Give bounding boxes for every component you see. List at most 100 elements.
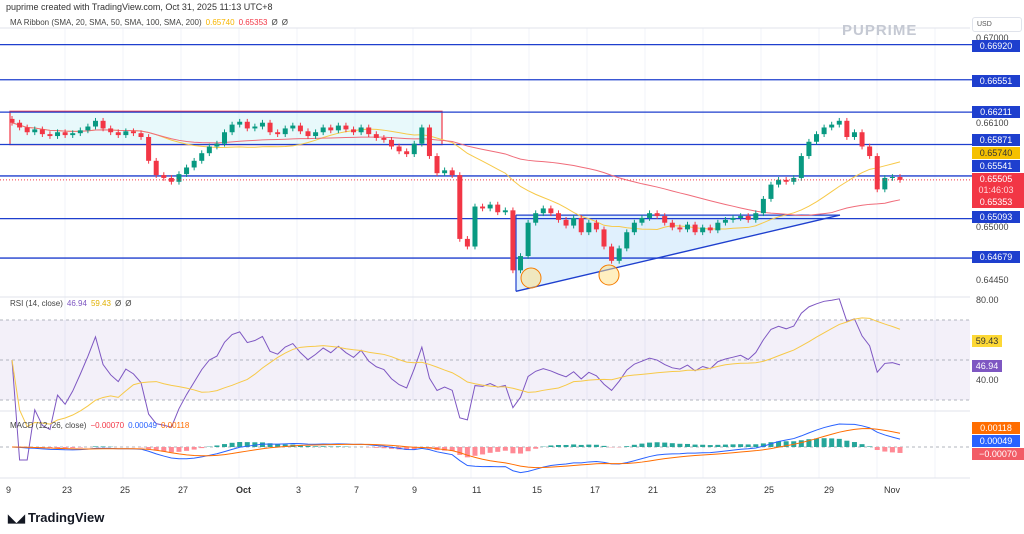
macd-histogram-bar: [267, 443, 273, 447]
macd-histogram-bar: [707, 445, 713, 447]
rsi-ma-line: [11, 317, 901, 428]
candle: [305, 131, 311, 137]
candle: [730, 217, 736, 220]
rsi-tick: 80.00: [976, 295, 999, 305]
macd-histogram-bar: [168, 447, 174, 453]
macd-histogram-bar: [639, 443, 645, 447]
rsi-legend[interactable]: RSI (14, close) 46.94 59.43 Ø Ø: [10, 299, 135, 308]
countdown-label: 01:46:03: [978, 185, 1014, 195]
macd-histogram-bar: [518, 447, 524, 454]
macd-histogram-bar: [776, 441, 782, 447]
macd-histogram-bar: [700, 444, 706, 447]
macd-histogram-bar: [161, 447, 167, 452]
macd-histogram-bar: [472, 447, 478, 456]
level-label: 0.65871: [972, 134, 1020, 146]
macd-histogram-bar: [259, 442, 265, 447]
macd-histogram-bar: [631, 444, 637, 447]
y-tick: 0.64450: [976, 275, 1009, 285]
macd-histogram-bar: [753, 444, 759, 447]
macd-histogram-bar: [798, 440, 804, 447]
x-tick: Oct: [236, 485, 252, 495]
candle: [229, 124, 235, 133]
macd-histogram-bar: [237, 442, 243, 447]
macd-histogram-bar: [738, 444, 744, 447]
macd-histogram-bar: [100, 446, 106, 447]
macd-histogram-bar: [555, 444, 561, 447]
macd-histogram-bar: [214, 445, 220, 447]
candle: [480, 206, 486, 209]
macd-histogram-bar: [571, 444, 577, 447]
macd-legend[interactable]: MACD (12, 26, close) −0.00070 0.00049 0.001…: [10, 421, 193, 430]
candle: [760, 198, 766, 214]
candle: [434, 156, 440, 174]
y-tick: 0.65000: [976, 222, 1009, 232]
candle: [677, 227, 683, 230]
ma50-value: 0.65353: [238, 18, 268, 27]
level-label: 0.66211: [972, 106, 1020, 118]
currency-selector[interactable]: USD: [972, 17, 1022, 32]
macd-histogram-bar: [548, 445, 554, 447]
candle: [502, 210, 508, 213]
candle: [859, 132, 865, 147]
macd-histogram-bar: [70, 447, 76, 448]
macd-histogram-bar: [624, 446, 630, 447]
candle: [882, 177, 888, 190]
candle: [70, 133, 76, 136]
candle: [654, 213, 660, 217]
level-label: 0.65093: [972, 211, 1020, 223]
level-label: 0.66920: [972, 40, 1020, 52]
macd-histogram-bar: [730, 444, 736, 447]
candle: [897, 177, 903, 180]
candle: [525, 222, 531, 257]
macd-hist-label: −0.00070: [972, 448, 1024, 460]
candle: [647, 213, 653, 218]
candle: [472, 206, 478, 247]
rsi-value: 46.94: [66, 299, 87, 308]
y-tick: 0.67000: [976, 33, 1009, 43]
candle: [851, 132, 857, 137]
macd-histogram-bar: [874, 447, 880, 450]
candle: [442, 170, 448, 174]
macd-histogram-bar: [480, 447, 486, 455]
candle: [806, 141, 812, 157]
credit-text: puprime created with TradingView.com, Oc…: [6, 2, 273, 12]
candle: [252, 126, 258, 129]
macd-title: MACD (12, 26, close): [10, 421, 87, 430]
macd-histogram-bar: [191, 447, 197, 450]
candle: [282, 128, 288, 135]
macd-histogram-bar: [601, 445, 607, 447]
tradingview-logo-text: TradingView: [27, 510, 105, 525]
macd-histogram-bar: [525, 447, 531, 452]
macd-histogram-bar: [578, 444, 584, 447]
candle: [17, 122, 23, 128]
candle: [426, 127, 432, 157]
candle: [571, 217, 577, 226]
candle: [123, 131, 129, 136]
macd-histogram-bar: [373, 447, 379, 448]
candle: [836, 120, 842, 125]
candle: [889, 177, 895, 178]
candle: [62, 132, 68, 136]
candle: [381, 137, 387, 140]
candle: [753, 213, 759, 220]
candle: [669, 222, 675, 228]
candle: [396, 146, 402, 152]
candle: [206, 146, 212, 154]
candle: [108, 128, 114, 133]
candle: [495, 204, 501, 213]
tradingview-logo[interactable]: ◣◢ TradingView: [8, 510, 105, 525]
candle: [39, 129, 45, 135]
ma-ribbon-legend[interactable]: MA Ribbon (SMA, 20, SMA, 50, SMA, 100, S…: [10, 18, 292, 27]
candle: [464, 238, 470, 247]
last-price-badge: [972, 173, 1024, 208]
rsi-ma-label: 59.43: [972, 335, 1002, 347]
macd-label: 0.00049: [972, 435, 1020, 447]
candle: [540, 208, 546, 214]
x-tick: 21: [648, 485, 659, 495]
macd-histogram-bar: [176, 447, 182, 452]
macd-histogram-bar: [313, 446, 319, 447]
candle: [328, 127, 334, 131]
x-tick: 3: [296, 485, 302, 495]
macd-value: 0.00049: [128, 421, 157, 430]
